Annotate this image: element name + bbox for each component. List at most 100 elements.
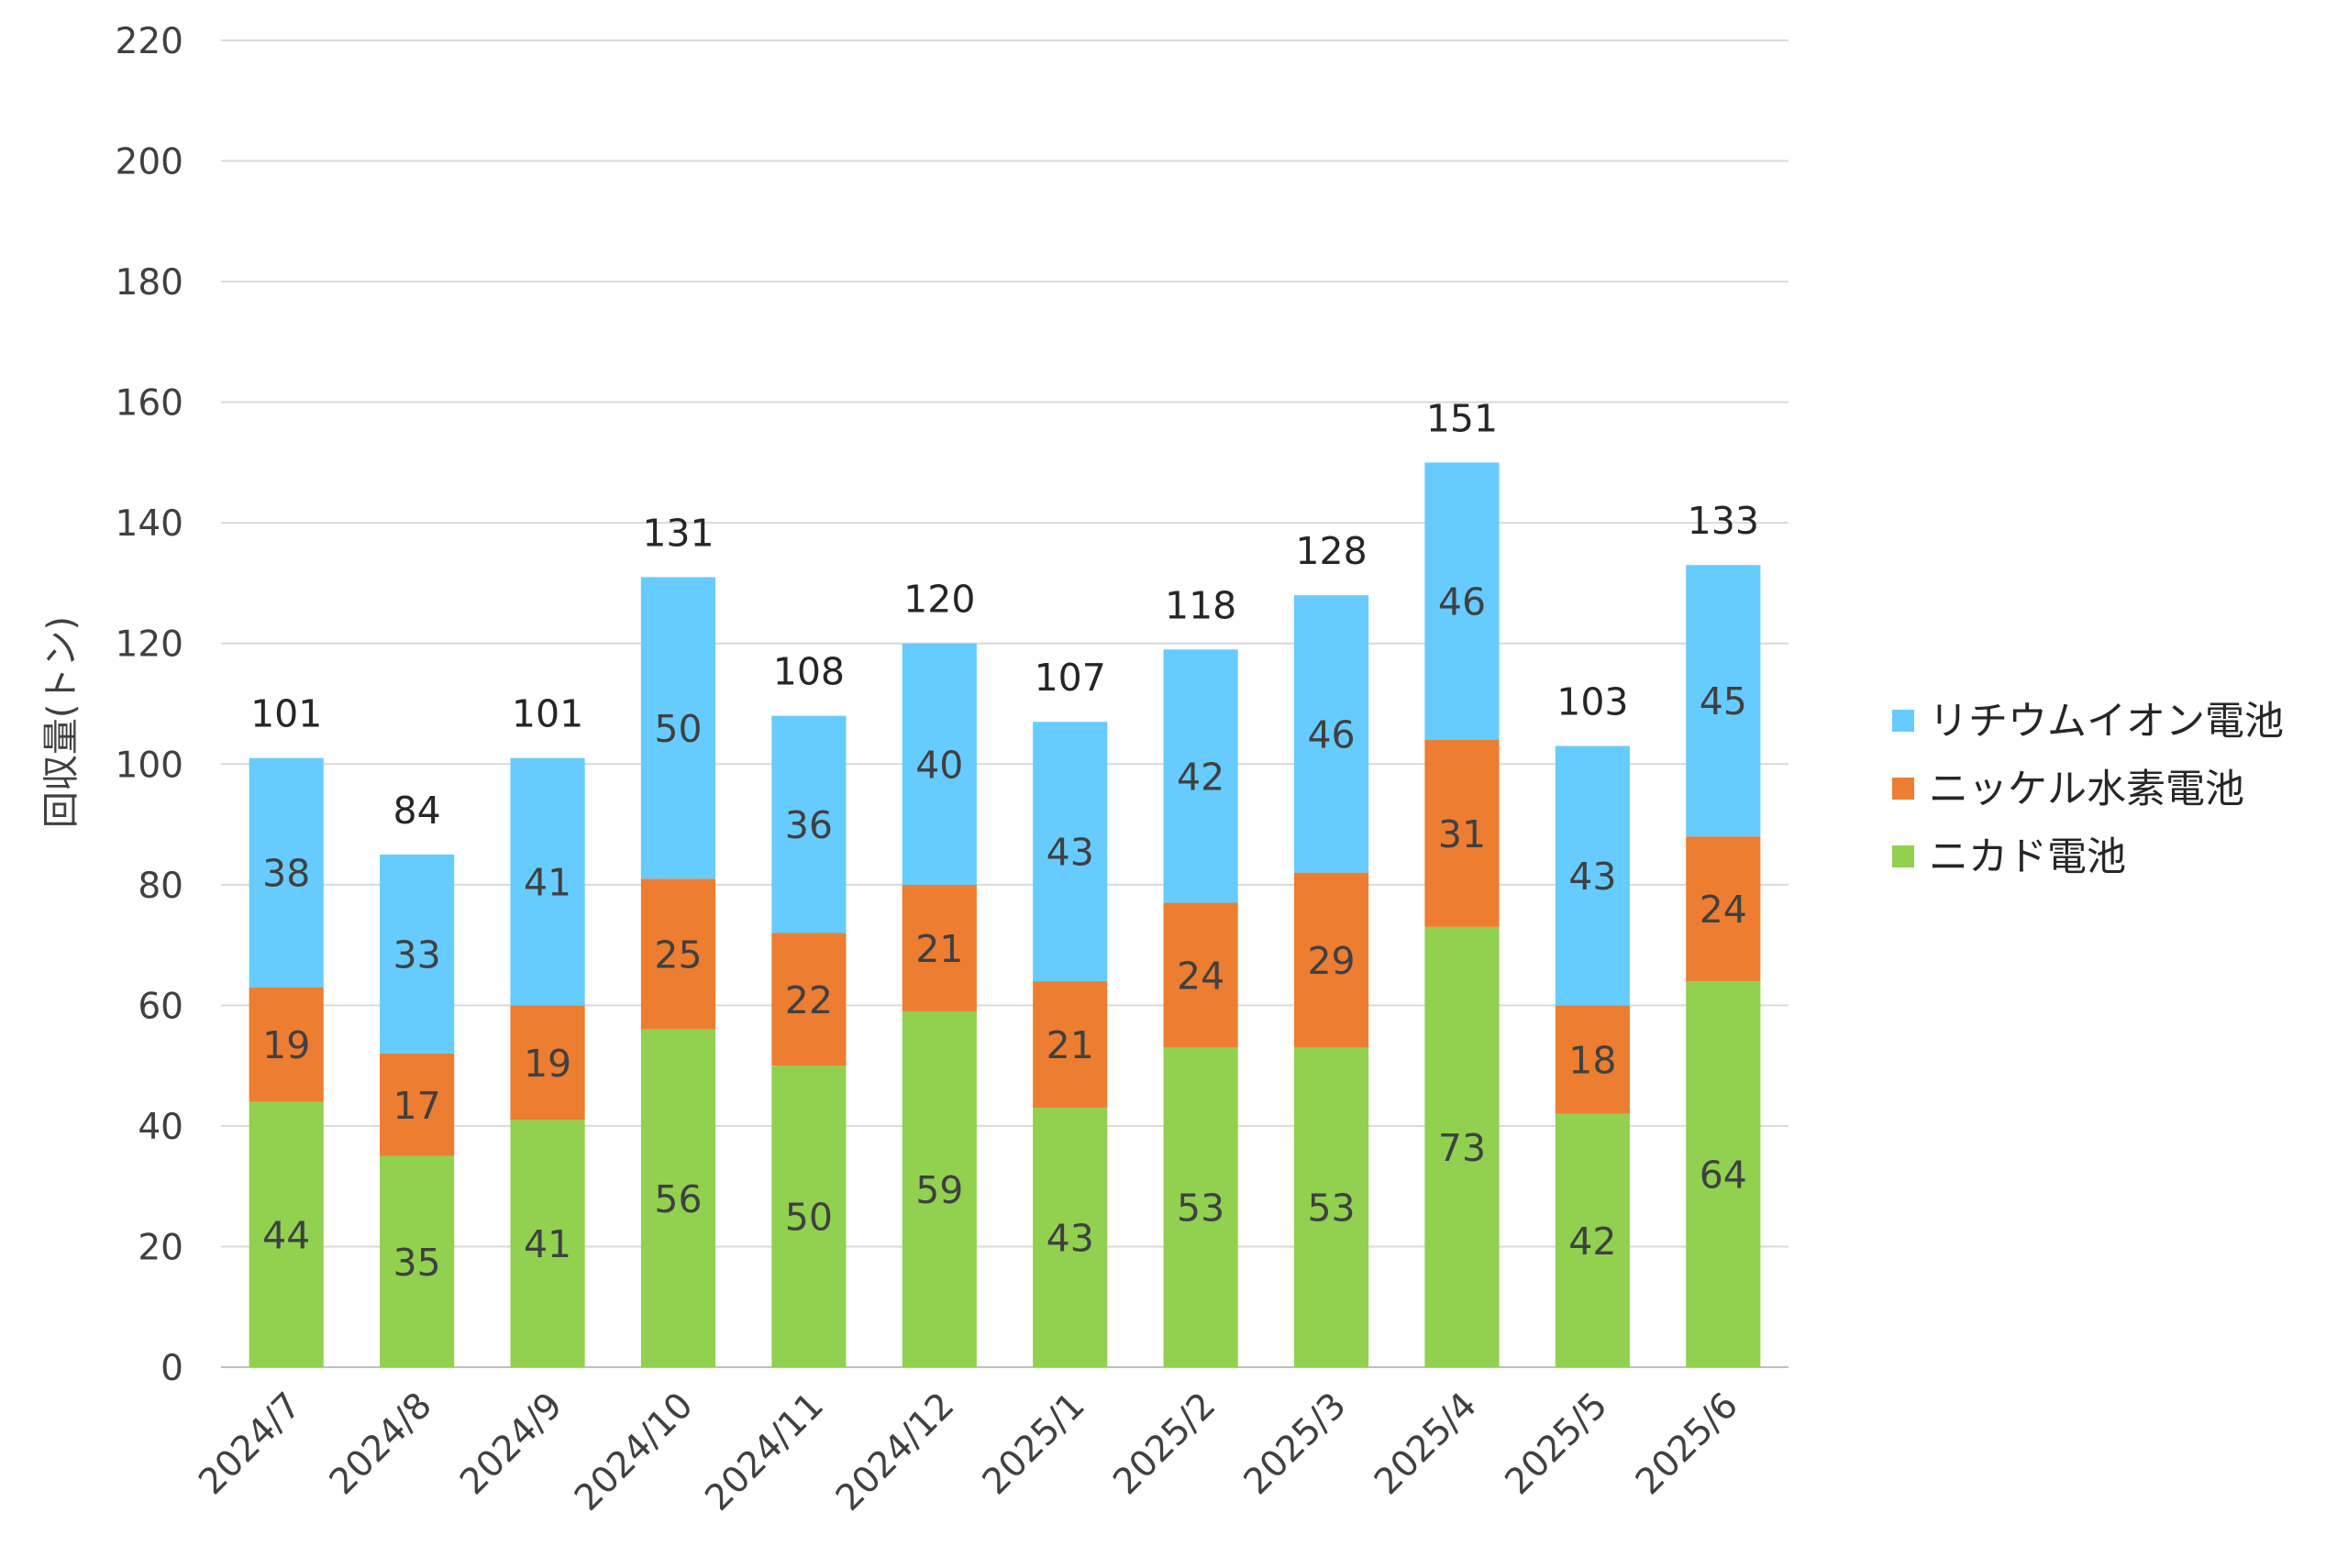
bar-segment xyxy=(1163,1047,1238,1367)
bar-segment xyxy=(1424,926,1500,1367)
gridlines xyxy=(221,39,1789,1368)
data-label: 42 xyxy=(1177,755,1224,799)
data-label: 29 xyxy=(1307,939,1355,983)
data-label: 53 xyxy=(1307,1187,1355,1231)
x-tick-label: 2024/7 xyxy=(191,1385,309,1503)
bar-segment xyxy=(380,854,455,1054)
bars xyxy=(249,462,1761,1367)
bar-segment xyxy=(1555,745,1630,1006)
data-label: 19 xyxy=(262,1023,310,1067)
total-label: 131 xyxy=(642,511,714,555)
data-label: 35 xyxy=(393,1241,441,1285)
x-tick-label: 2024/10 xyxy=(567,1385,701,1518)
data-label: 36 xyxy=(785,803,833,847)
x-tick-label: 2025/3 xyxy=(1236,1385,1355,1503)
legend-label: ニッケル水素電池 xyxy=(1929,767,2244,812)
y-tick-label: 60 xyxy=(138,986,183,1027)
data-label: 50 xyxy=(785,1196,833,1240)
data-label: 50 xyxy=(654,707,702,751)
x-tick-label: 2025/1 xyxy=(975,1385,1093,1503)
x-tick-label: 2025/5 xyxy=(1498,1385,1616,1503)
data-label: 25 xyxy=(654,933,702,977)
bar-segment xyxy=(1555,1005,1630,1114)
bar-segment xyxy=(1033,722,1108,982)
y-tick-label: 80 xyxy=(138,866,183,907)
legend-swatch xyxy=(1892,710,1914,732)
data-label: 43 xyxy=(1047,831,1094,875)
bar-segment xyxy=(249,987,324,1102)
bar-segment xyxy=(771,715,847,933)
x-tick-label: 2024/8 xyxy=(322,1385,440,1503)
data-label: 33 xyxy=(393,933,441,977)
bar-segment xyxy=(1033,981,1108,1109)
y-tick-label: 20 xyxy=(138,1227,183,1268)
bar-segment xyxy=(902,1010,977,1367)
y-axis-title-group: 回収量(トン) xyxy=(40,616,83,828)
y-axis-ticks: 0 20 40 60 80 100 120 140 160 180 200 220 xyxy=(116,21,183,1389)
data-label: 41 xyxy=(524,1222,571,1266)
data-label: 41 xyxy=(524,861,571,905)
x-tick-label: 2025/4 xyxy=(1367,1385,1485,1503)
bar-segment xyxy=(510,757,585,1006)
bar-segment xyxy=(1163,649,1238,903)
bar-segment xyxy=(249,1101,324,1367)
bar-segment xyxy=(1033,1108,1108,1367)
x-tick-label: 2025/6 xyxy=(1628,1385,1746,1503)
total-label: 107 xyxy=(1035,656,1106,700)
total-label: 101 xyxy=(512,692,583,736)
bar-segment xyxy=(1686,836,1761,982)
y-tick-label: 100 xyxy=(116,745,183,786)
data-label: 73 xyxy=(1438,1126,1486,1170)
bar-segment xyxy=(640,577,716,879)
data-label: 59 xyxy=(915,1168,963,1212)
legend-swatch xyxy=(1892,845,1914,867)
data-label: 38 xyxy=(262,852,310,896)
y-tick-label: 180 xyxy=(116,262,183,304)
y-tick-label: 200 xyxy=(116,142,183,183)
data-label: 22 xyxy=(785,978,833,1022)
data-label: 40 xyxy=(915,743,963,787)
total-label: 120 xyxy=(903,578,975,622)
y-tick-label: 220 xyxy=(116,21,183,62)
bar-segment xyxy=(1293,1047,1369,1367)
bar-segment xyxy=(1293,595,1369,873)
data-label: 21 xyxy=(1047,1023,1094,1067)
x-tick-label: 2024/9 xyxy=(452,1385,570,1503)
data-label: 45 xyxy=(1700,679,1747,723)
bar-segment xyxy=(771,933,847,1066)
data-label: 17 xyxy=(393,1084,441,1128)
data-label: 53 xyxy=(1177,1187,1224,1231)
data-labels: 44 19 38 101 35 17 33 84 41 19 41 101 56 25 50 131 50 22 3… xyxy=(250,396,1759,1284)
data-label: 42 xyxy=(1568,1220,1616,1264)
legend-label: リチウムイオン電池 xyxy=(1929,699,2284,745)
data-label: 21 xyxy=(915,927,963,971)
legend-swatch xyxy=(1892,778,1914,800)
bar-segment xyxy=(902,884,977,1011)
data-label: 44 xyxy=(262,1213,310,1257)
bar-segment xyxy=(510,1005,585,1121)
bar-segment xyxy=(1686,565,1761,837)
bar-segment xyxy=(1555,1113,1630,1367)
data-label: 24 xyxy=(1700,888,1747,932)
data-label: 31 xyxy=(1438,812,1486,856)
y-tick-label: 160 xyxy=(116,383,183,425)
x-tick-label: 2025/2 xyxy=(1105,1385,1224,1503)
bar-segment xyxy=(902,643,977,885)
bar-segment xyxy=(640,878,716,1030)
data-label: 46 xyxy=(1307,712,1355,756)
x-tick-label: 2024/11 xyxy=(698,1385,832,1518)
bar-segment xyxy=(380,1155,455,1367)
data-label: 46 xyxy=(1438,580,1486,624)
y-tick-label: 0 xyxy=(161,1348,183,1389)
total-label: 128 xyxy=(1295,529,1367,573)
data-label: 64 xyxy=(1700,1154,1747,1198)
data-label: 18 xyxy=(1568,1039,1616,1083)
data-label: 43 xyxy=(1568,855,1616,899)
total-label: 108 xyxy=(773,650,845,694)
y-axis-title: 回収量(トン) xyxy=(40,616,83,828)
total-label: 103 xyxy=(1556,680,1628,724)
data-label: 19 xyxy=(524,1042,571,1086)
